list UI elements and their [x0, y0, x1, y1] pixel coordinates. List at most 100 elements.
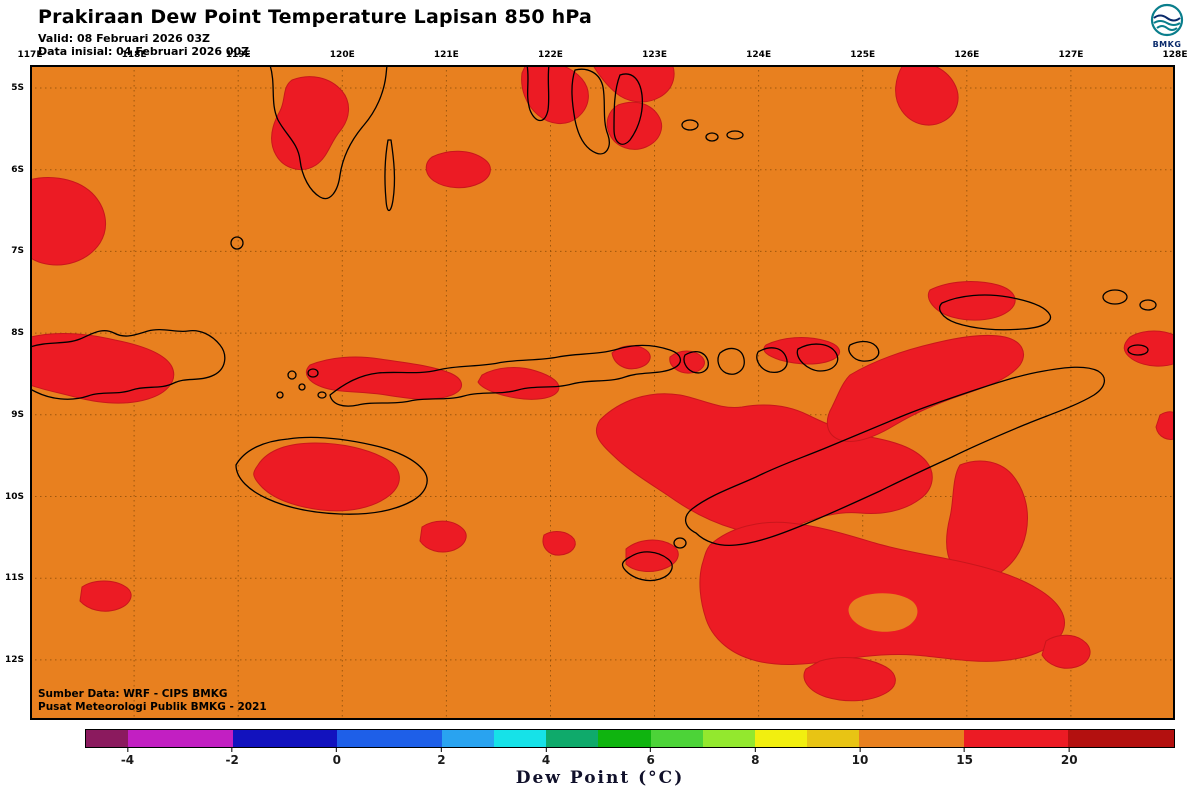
- lon-label: 126E: [954, 50, 980, 60]
- lon-label: 119E: [225, 50, 251, 60]
- colorbar-segment: [232, 730, 338, 747]
- colorbar-segment: [128, 730, 233, 747]
- lat-label: 12S: [4, 654, 24, 665]
- lon-label: 123E: [642, 50, 667, 60]
- colorbar-segment: [859, 730, 964, 747]
- coastline: [683, 350, 709, 374]
- coastline: [269, 65, 388, 200]
- colorbar-ticks: -4 -2 0 2 4 6 8 10 15 20: [85, 748, 1175, 770]
- lon-label: 118E: [121, 50, 147, 60]
- coastline-islet: [1102, 289, 1128, 305]
- valid-time-label: Valid: 08 Februari 2026 03Z: [38, 32, 210, 45]
- dewpoint-region: [895, 65, 959, 126]
- dewpoint-region: [595, 393, 933, 533]
- dewpoint-region: [1123, 330, 1175, 367]
- colorbar-segment: [598, 730, 651, 747]
- coastline-islet: [307, 368, 319, 378]
- dewpoint-region: [542, 531, 576, 556]
- dewpoint-region-holes: [848, 593, 918, 632]
- lat-label: 10S: [4, 491, 24, 502]
- colorbar-segment: [755, 730, 808, 747]
- dewpoint-region: [611, 345, 651, 370]
- dewpoint-region: [592, 65, 675, 103]
- dewpoint-region: [625, 539, 679, 572]
- colorbar-tick: 8: [751, 748, 760, 767]
- coastline: [613, 73, 644, 145]
- colorbar-segment: [807, 730, 860, 747]
- coastline: [235, 436, 428, 515]
- coastline-islet: [1139, 299, 1157, 311]
- dewpoint-region: [1155, 411, 1175, 440]
- colorbar-segment: [546, 730, 599, 747]
- bmkg-logo-icon: [1150, 3, 1184, 37]
- coastline-islet: [230, 236, 244, 250]
- coastline-islet: [681, 119, 699, 131]
- dewpoint-region-hole: [848, 593, 918, 632]
- coastline: [526, 65, 550, 122]
- page-title: Prakiraan Dew Point Temperature Lapisan …: [38, 6, 592, 28]
- source-org-line: Pusat Meteorologi Publik BMKG - 2021: [38, 701, 267, 714]
- map-border: [30, 65, 1175, 720]
- coastline: [796, 343, 839, 372]
- dewpoint-region: [425, 150, 491, 189]
- colorbar-segment: [493, 730, 547, 747]
- coastline-islet: [705, 132, 719, 142]
- coastline-islet: [298, 383, 306, 391]
- bmkg-logo: BMKG: [1144, 2, 1190, 49]
- colorbar-segment: [963, 730, 1069, 747]
- coastline-islet: [673, 537, 687, 549]
- dewpoint-region: [306, 356, 462, 400]
- dewpoint-region: [30, 177, 107, 266]
- lon-label: 121E: [433, 50, 459, 60]
- coastline: [621, 551, 673, 582]
- colorbar-tick: 2: [437, 748, 446, 767]
- lat-label: 5S: [11, 83, 24, 93]
- colorbar-tick: 6: [647, 748, 655, 767]
- coastline-islet: [1127, 344, 1149, 356]
- coastline: [848, 340, 880, 362]
- colorbar-segment: [441, 730, 494, 747]
- source-credit: Sumber Data: WRF - CIPS BMKG Pusat Meteo…: [38, 688, 267, 715]
- lon-label: 127E: [1058, 50, 1084, 60]
- lat-label: 7S: [11, 246, 24, 257]
- colorbar-segment: [337, 730, 442, 747]
- coastline: [384, 139, 396, 212]
- coastline: [939, 294, 1052, 331]
- lon-label: 125E: [850, 50, 876, 60]
- colorbar-title: Dew Point (°C): [515, 768, 685, 788]
- coastline: [756, 347, 788, 373]
- colorbar-tick: 0: [333, 748, 341, 767]
- lat-labels: 5S 6S 7S 8S 9S 10S 11S 12S: [0, 65, 27, 720]
- colorbar: [85, 729, 1175, 748]
- colorbar-segment: [702, 730, 756, 747]
- coastline: [571, 68, 610, 155]
- colorbar-segment: [1068, 730, 1174, 747]
- coastline: [30, 328, 226, 400]
- lon-labels: 117E 118E 119E 120E 121E 122E 123E 124E 125E 126E…: [18, 50, 1188, 62]
- map-graphic: [30, 65, 1175, 720]
- colorbar-tick: 10: [852, 748, 868, 767]
- dewpoint-region: [30, 333, 175, 404]
- dewpoint-region: [271, 76, 349, 170]
- colorbar-tick: -4: [121, 748, 134, 767]
- map-area: Sumber Data: WRF - CIPS BMKG Pusat Meteo…: [30, 65, 1175, 720]
- colorbar-tick: 15: [956, 748, 973, 767]
- colorbar-tick: 4: [542, 748, 550, 767]
- lon-label: 124E: [746, 50, 772, 60]
- dewpoint-region: [606, 101, 662, 150]
- coastline-islet: [317, 391, 327, 399]
- bmkg-logo-label: BMKG: [1152, 40, 1182, 49]
- lon-label: 120E: [329, 50, 355, 60]
- dewpoint-region: [521, 65, 589, 124]
- dewpoint-region: [253, 442, 400, 512]
- init-time-label: Data inisial: 04 Februari 2026 00Z: [38, 45, 250, 58]
- dewpoint-region: [803, 657, 896, 702]
- dewpoint-region: [669, 350, 705, 374]
- coastline: [329, 344, 681, 407]
- coastline-islet: [726, 130, 744, 140]
- coastline-islet: [276, 391, 284, 399]
- dewpoint-region: [1041, 634, 1091, 669]
- lat-label: 8S: [11, 328, 24, 339]
- lon-label: 128E: [1162, 50, 1188, 60]
- lon-label: 117E: [17, 50, 43, 60]
